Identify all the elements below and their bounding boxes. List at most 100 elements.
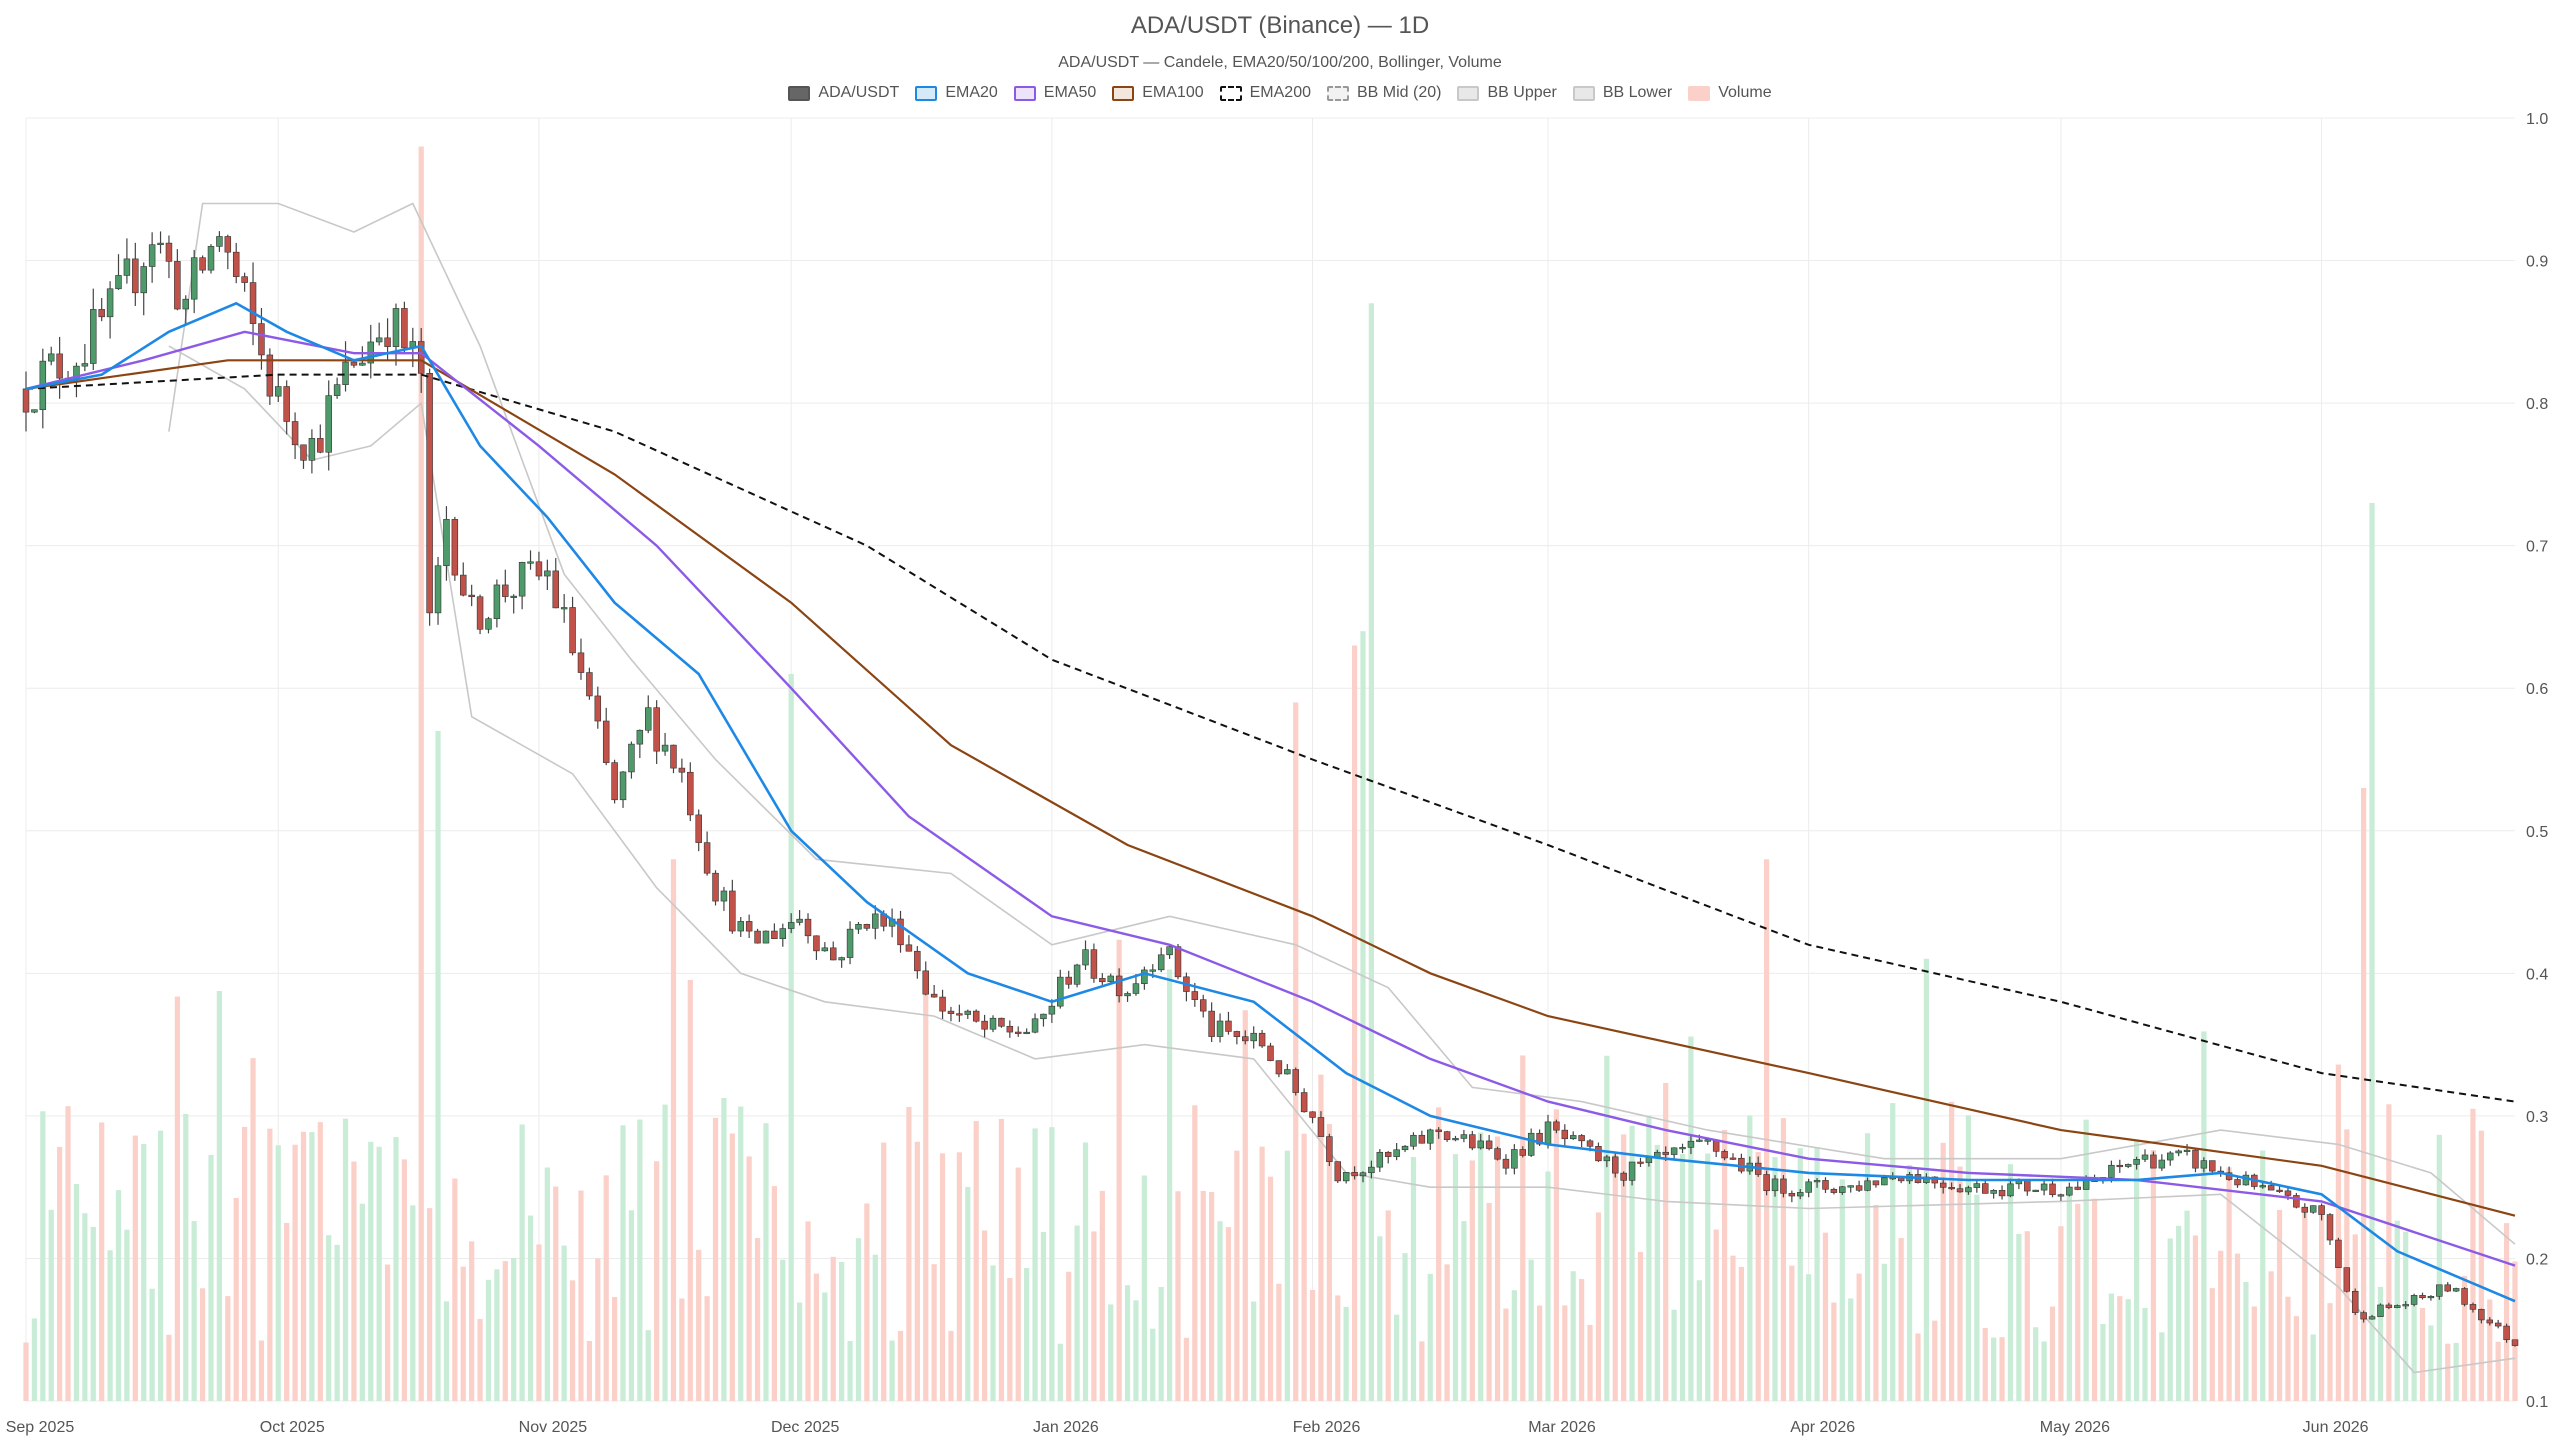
volume-bar <box>275 1145 281 1401</box>
candle-body <box>2318 1205 2325 1215</box>
candle-body <box>476 596 484 630</box>
volume-bar <box>1057 1343 1063 1401</box>
legend-swatch <box>1327 85 1349 101</box>
volume-bar <box>427 1208 433 1401</box>
candle-body <box>1662 1151 1669 1155</box>
legend-swatch <box>1688 85 1711 101</box>
volume-bar <box>225 1296 231 1401</box>
candle-body <box>1141 969 1148 984</box>
candle-body <box>745 921 753 932</box>
legend-item-ema20[interactable]: EMA20 <box>915 84 998 102</box>
candle-body <box>1023 1031 1030 1035</box>
volume-bar <box>511 1257 517 1401</box>
y-tick-label: 0.1 <box>2526 1394 2548 1411</box>
candle-body <box>813 935 820 952</box>
candle-body <box>2427 1296 2435 1299</box>
candle-body <box>300 444 307 461</box>
legend-swatch <box>1112 85 1135 101</box>
candle-body <box>401 308 408 349</box>
candle-body <box>1561 1129 1569 1140</box>
legend-item-bb-lower[interactable]: BB Lower <box>1572 84 1672 102</box>
volume-bar <box>948 1330 954 1401</box>
volume-bar <box>1570 1271 1576 1401</box>
candle-body <box>1199 999 1207 1012</box>
candle-body <box>2024 1180 2031 1192</box>
candle-body <box>2436 1284 2443 1297</box>
volume-bar <box>1797 1148 1803 1401</box>
candle-body <box>863 924 871 929</box>
volume-bar <box>2369 502 2375 1401</box>
candle-body <box>1763 1174 1770 1192</box>
candle-body <box>1738 1157 1745 1172</box>
candle-body <box>1595 1146 1602 1162</box>
volume-bar <box>443 1301 450 1401</box>
candle-body <box>1233 1031 1241 1037</box>
candle-body <box>1544 1121 1552 1145</box>
candle-body <box>2309 1205 2317 1213</box>
volume-bar <box>326 1235 332 1401</box>
candle-body <box>375 337 383 343</box>
candle-body <box>2402 1304 2409 1307</box>
candle-body <box>1586 1140 1594 1147</box>
volume-bar <box>1864 1133 1871 1401</box>
volume-bar <box>477 1319 483 1401</box>
legend-item-ema100[interactable]: EMA100 <box>1112 84 1204 102</box>
candle-body <box>1965 1187 1972 1193</box>
x-tick-label: Jan 2026 <box>1033 1419 1099 1436</box>
volume-bar <box>2403 1231 2409 1401</box>
legend-item-ema50[interactable]: EMA50 <box>1013 84 1096 102</box>
candle-body <box>1208 1010 1215 1037</box>
candle-body <box>1788 1192 1796 1197</box>
candle-body <box>796 918 803 923</box>
volume-bar <box>687 979 693 1401</box>
volume-bar <box>1663 1083 1669 1401</box>
volume-bar <box>1949 1101 1955 1401</box>
candle-body <box>830 947 837 961</box>
volume-bar <box>166 1334 172 1401</box>
candle-body <box>1040 1013 1047 1020</box>
y-tick-label: 0.3 <box>2526 1109 2548 1126</box>
candle-body <box>1729 1157 1737 1160</box>
volume-bar <box>1612 1154 1618 1401</box>
candle-body <box>1292 1069 1299 1093</box>
legend-item-bb-mid[interactable]: BB Mid (20) <box>1327 84 1441 102</box>
volume-bar <box>502 1261 508 1401</box>
candle-body <box>426 373 433 614</box>
candle-body <box>1073 964 1081 985</box>
candle-body <box>2385 1304 2393 1308</box>
candle-body <box>939 996 946 1012</box>
candle-body <box>434 565 442 614</box>
volume-bar <box>2058 1226 2064 1401</box>
candle-body <box>972 1010 980 1022</box>
candle-body <box>2192 1149 2199 1169</box>
volume-bar <box>149 1288 155 1401</box>
candle-body <box>1973 1183 1981 1188</box>
candle-body <box>1805 1181 1812 1193</box>
candle-body <box>132 258 139 294</box>
volume-bar <box>939 1153 946 1401</box>
candle-body <box>2141 1154 2149 1160</box>
legend-item-volume[interactable]: Volume <box>1688 84 1772 102</box>
volume-bar <box>1419 1341 1425 1401</box>
legend-item-ema200[interactable]: EMA200 <box>1219 84 1311 102</box>
volume-bar <box>393 1137 399 1401</box>
candle-body <box>1855 1185 1863 1191</box>
legend-item-bb-upper[interactable]: BB Upper <box>1457 84 1557 102</box>
y-tick-label: 0.6 <box>2526 681 2548 698</box>
volume-bar <box>654 1161 660 1401</box>
candle-body <box>2032 1189 2039 1192</box>
x-tick-label: Oct 2025 <box>260 1419 325 1436</box>
volume-bar <box>1705 1153 1711 1401</box>
candle-body <box>1864 1180 1871 1191</box>
volume-bar <box>981 1230 988 1401</box>
candle-body <box>1082 949 1089 966</box>
candle-body <box>2394 1305 2401 1308</box>
volume-bar <box>191 1221 197 1401</box>
volume-bar <box>418 146 424 1401</box>
candle-body <box>947 1010 955 1014</box>
volume-bar <box>1141 1175 1147 1401</box>
candle-body <box>1578 1135 1585 1142</box>
legend-item-price[interactable]: ADA/USDT <box>788 84 899 102</box>
volume-bar <box>1587 1324 1593 1401</box>
